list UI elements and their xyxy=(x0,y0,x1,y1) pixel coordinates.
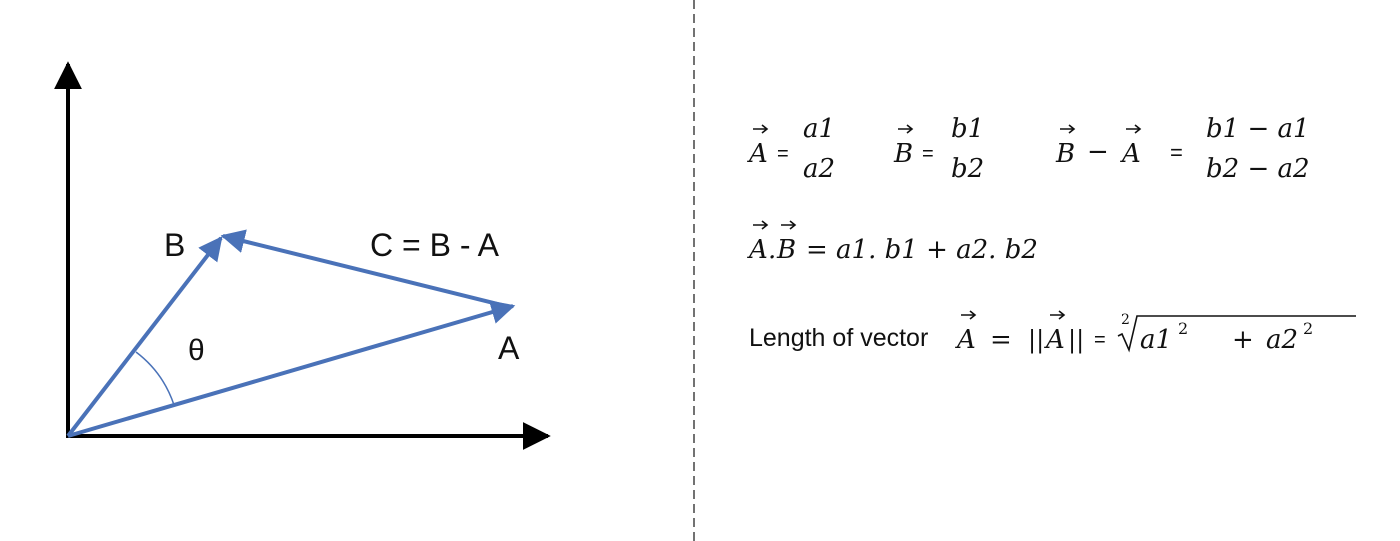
label-theta: θ xyxy=(188,334,205,367)
vector-arrow-icon xyxy=(753,124,769,134)
label-b: B xyxy=(164,227,185,263)
formula-dot-product: A . B = a1. b1 + a2. b2 xyxy=(747,220,1038,265)
radical-sign-icon xyxy=(1117,315,1356,353)
vector-a-symbol: A xyxy=(747,139,768,169)
vector-b-symbol: B xyxy=(893,139,913,169)
vector-arrow-icon xyxy=(961,310,977,320)
length-a-symbol: A xyxy=(955,325,976,355)
vector-a-bottom: a2 xyxy=(803,154,835,184)
exponent-1: 2 xyxy=(1178,319,1188,338)
dot-operator: . xyxy=(768,235,776,265)
label-c: C = B - A xyxy=(370,227,500,263)
plus-sign: + xyxy=(1232,325,1254,355)
radicand-a1: a1 xyxy=(1140,325,1172,355)
vector-c-arrow xyxy=(220,229,511,309)
diff-bottom: b2 − a2 xyxy=(1206,154,1310,184)
equals-sign: = xyxy=(922,143,934,165)
vector-a-top: a1 xyxy=(803,114,835,144)
diff-b-symbol: B xyxy=(1055,139,1075,169)
equals-sign: = xyxy=(777,143,789,165)
equals-sign: = xyxy=(1094,329,1106,351)
vector-arrow-icon xyxy=(898,124,914,134)
coordinate-diagram: B C = B - A A θ xyxy=(54,61,551,450)
vector-arrow-icon xyxy=(781,220,797,230)
dot-product-rhs: = a1. b1 + a2. b2 xyxy=(806,235,1038,265)
vector-b-arrow xyxy=(66,236,223,438)
vector-b-top: b1 xyxy=(951,114,984,144)
root-index: 2 xyxy=(1121,312,1130,328)
radicand-a2: a2 xyxy=(1266,325,1298,355)
formula-vector-length: Length of vector A = || A || = 2 a1 2 + … xyxy=(749,310,1356,355)
norm-a-symbol: A xyxy=(1044,325,1065,355)
label-a: A xyxy=(498,330,520,366)
exponent-2: 2 xyxy=(1303,319,1313,338)
length-prefix: Length of vector xyxy=(749,324,928,352)
vector-arrow-icon xyxy=(1050,310,1066,320)
norm-bars-right: || xyxy=(1068,326,1084,355)
formula-vector-b: B = b1 b2 xyxy=(893,114,984,184)
diff-top: b1 − a1 xyxy=(1206,114,1310,144)
formula-vector-a: A = a1 a2 xyxy=(747,114,835,184)
dot-b-symbol: B xyxy=(776,235,796,265)
equals-sign: = xyxy=(1170,140,1183,165)
vector-arrow-icon xyxy=(1060,124,1076,134)
vector-b-bottom: b2 xyxy=(951,154,984,184)
vector-a-arrow xyxy=(67,300,516,438)
vector-arrow-icon xyxy=(753,220,769,230)
formula-difference: B − A = b1 − a1 b2 − a2 xyxy=(1055,114,1310,184)
equals-sign: = xyxy=(990,325,1012,355)
minus-sign: − xyxy=(1087,137,1109,167)
norm-bars-left: || xyxy=(1028,326,1044,355)
dot-a-symbol: A xyxy=(747,235,768,265)
vector-arrow-icon xyxy=(1126,124,1142,134)
theta-angle-arc xyxy=(135,351,175,406)
formula-panel: A = a1 a2 B = b1 b2 B − A = b1 − a1 b2 −… xyxy=(747,114,1356,355)
diff-a-symbol: A xyxy=(1120,139,1141,169)
